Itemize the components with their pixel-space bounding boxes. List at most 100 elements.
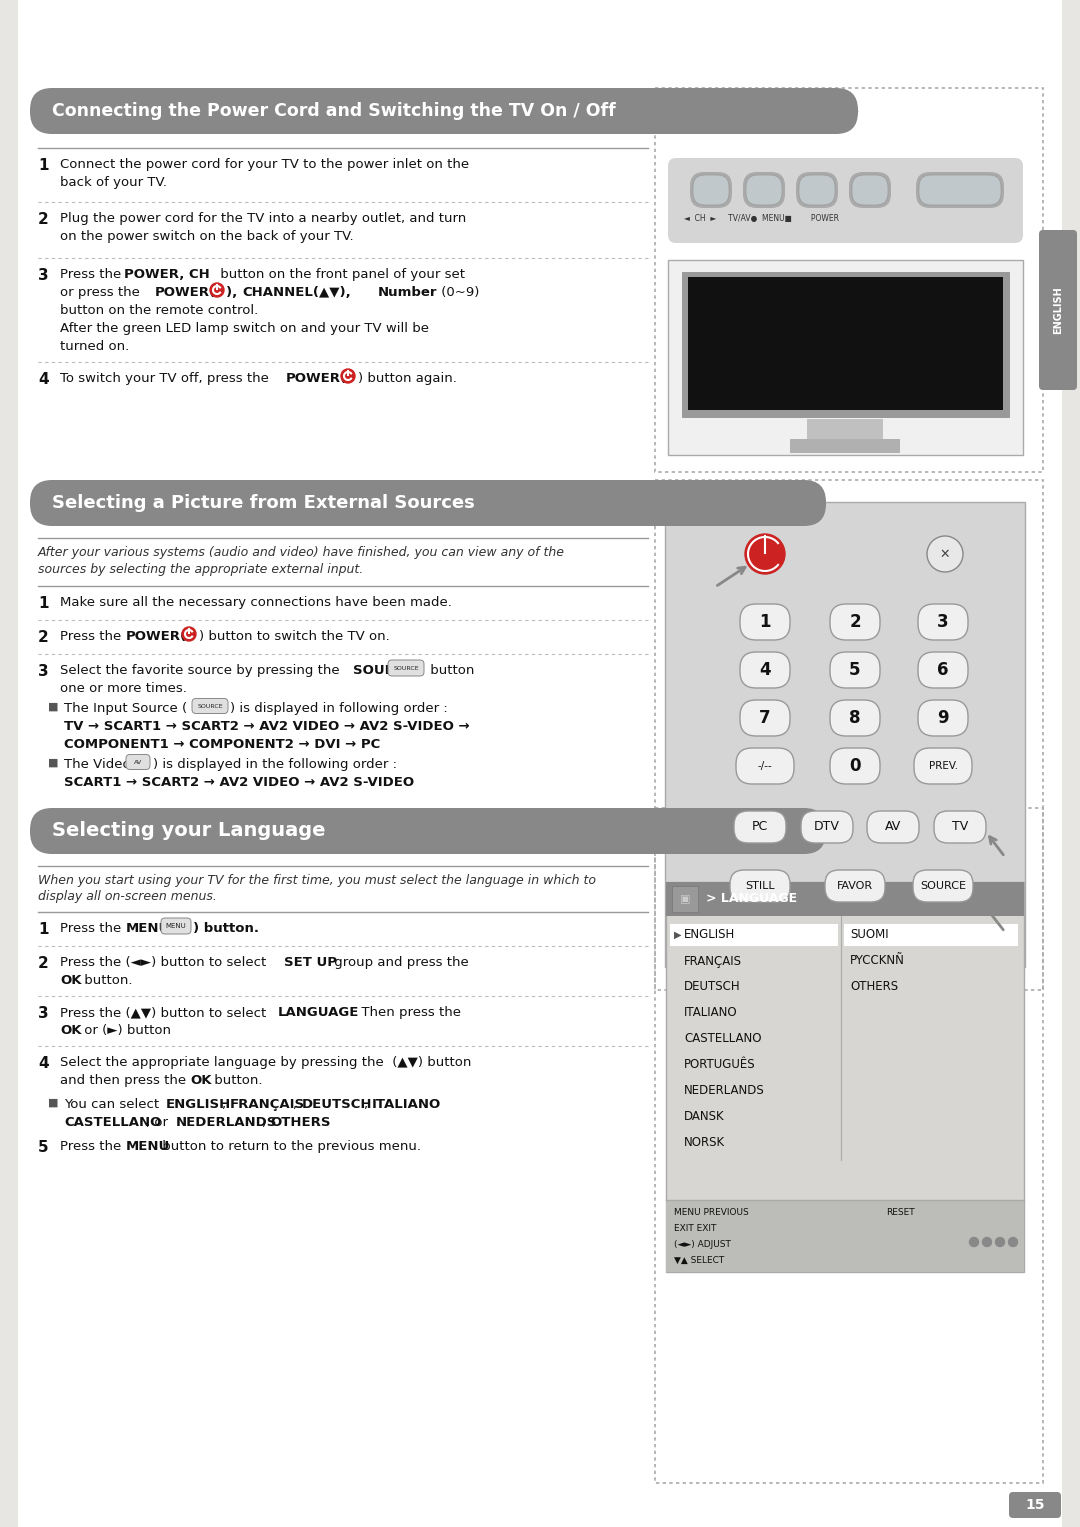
FancyBboxPatch shape [388,660,424,676]
FancyBboxPatch shape [799,176,835,205]
FancyBboxPatch shape [730,870,789,902]
Text: ■: ■ [48,702,58,712]
FancyBboxPatch shape [796,173,838,208]
Bar [670,924,838,947]
Text: To switch your TV off, press the: To switch your TV off, press the [60,373,273,385]
FancyBboxPatch shape [735,748,794,783]
Text: Number: Number [378,286,437,299]
Bar [807,418,883,441]
Text: PYCCKNÑ: PYCCKNÑ [850,954,905,968]
Text: button.: button. [210,1073,262,1087]
Text: ) button.: ) button. [193,922,259,935]
FancyBboxPatch shape [1009,1492,1061,1518]
Text: ■: ■ [48,1098,58,1109]
Text: ITALIANO: ITALIANO [684,1006,738,1020]
Text: 6: 6 [937,661,948,680]
Text: ENGLISH: ENGLISH [166,1098,231,1112]
FancyBboxPatch shape [918,652,968,689]
FancyBboxPatch shape [669,157,1023,243]
Circle shape [183,628,195,641]
FancyBboxPatch shape [919,176,1001,205]
Text: 8: 8 [849,709,861,727]
Bar [789,438,900,454]
Text: The Input Source (: The Input Source ( [64,702,187,715]
Text: POWER(: POWER( [126,631,187,643]
FancyBboxPatch shape [746,176,782,205]
Text: 15: 15 [1025,1498,1044,1512]
FancyBboxPatch shape [918,605,968,640]
Text: Selecting your Language: Selecting your Language [52,822,325,840]
Text: ) is displayed in the following order :: ) is displayed in the following order : [153,757,397,771]
Text: button to return to the previous menu.: button to return to the previous menu. [158,1141,421,1153]
Text: STILL: STILL [745,881,774,890]
Text: back of your TV.: back of your TV. [60,176,167,189]
Text: > LANGUAGE: > LANGUAGE [706,892,797,906]
Text: ,: , [262,1116,270,1128]
Text: 9: 9 [937,709,949,727]
Text: TV → SCART1 → SCART2 → AV2 VIDEO → AV2 S-VIDEO →: TV → SCART1 → SCART2 → AV2 VIDEO → AV2 S… [64,721,470,733]
Text: SOURCE: SOURCE [198,704,222,709]
Text: DEUTSCH: DEUTSCH [302,1098,373,1112]
Circle shape [983,1237,991,1246]
FancyBboxPatch shape [734,811,786,843]
Text: COMPONENT1 → COMPONENT2 → DVI → PC: COMPONENT1 → COMPONENT2 → DVI → PC [64,738,380,751]
Text: , or: , or [146,1116,172,1128]
Text: NORSK: NORSK [684,1136,725,1150]
Text: ) button again.: ) button again. [357,373,457,385]
Text: Press the: Press the [60,922,125,935]
Text: POWER, CH: POWER, CH [124,269,210,281]
Text: DEUTSCH: DEUTSCH [684,980,741,994]
Text: When you start using your TV for the first time, you must select the language in: When you start using your TV for the fir… [38,873,596,887]
Text: 4: 4 [38,1057,49,1070]
Text: 3: 3 [937,612,949,631]
Circle shape [210,282,224,296]
FancyBboxPatch shape [849,173,891,208]
Circle shape [1009,1237,1017,1246]
Text: button on the front panel of your set: button on the front panel of your set [216,269,465,281]
FancyBboxPatch shape [126,754,150,770]
Bar [654,89,1043,472]
Text: 2: 2 [38,631,49,644]
FancyBboxPatch shape [30,808,826,854]
Text: ,: , [222,1098,230,1112]
FancyBboxPatch shape [852,176,888,205]
Text: Press the (◄►) button to select: Press the (◄►) button to select [60,956,270,970]
Text: SOURCE: SOURCE [393,666,419,670]
Text: SUOMI: SUOMI [850,928,889,942]
Text: AV: AV [885,820,901,834]
Text: ▣: ▣ [679,893,690,904]
FancyBboxPatch shape [740,652,789,689]
Text: (◄►) ADJUST: (◄►) ADJUST [674,1240,731,1249]
FancyBboxPatch shape [1039,231,1077,389]
Text: 2: 2 [849,612,861,631]
Bar [654,479,1043,989]
Text: OTHERS: OTHERS [270,1116,330,1128]
Text: SOURCE: SOURCE [920,881,966,890]
Text: button.: button. [80,974,133,986]
Text: turned on.: turned on. [60,341,130,353]
Text: ),: ), [226,286,242,299]
Text: ENGLISH: ENGLISH [1053,286,1063,334]
Bar [666,1200,1024,1272]
FancyBboxPatch shape [831,605,880,640]
Text: CASTELLANO: CASTELLANO [64,1116,161,1128]
Text: 5: 5 [849,661,861,680]
Text: 4: 4 [38,373,49,386]
Text: DANSK: DANSK [684,1110,725,1124]
FancyBboxPatch shape [161,918,191,935]
FancyBboxPatch shape [831,748,880,783]
Text: OK: OK [190,1073,212,1087]
Circle shape [341,370,355,383]
Text: 1: 1 [38,922,49,938]
Bar [681,272,1009,417]
Circle shape [745,534,785,574]
Text: ,: , [364,1098,373,1112]
Text: ▶: ▶ [674,930,681,941]
Text: FAVOR: FAVOR [837,881,873,890]
Text: PREV.: PREV. [929,760,958,771]
Bar [665,502,1025,967]
Text: DTV: DTV [814,820,840,834]
Text: ✕: ✕ [940,548,950,560]
Text: The Video (: The Video ( [64,757,140,771]
Text: OK: OK [60,974,81,986]
